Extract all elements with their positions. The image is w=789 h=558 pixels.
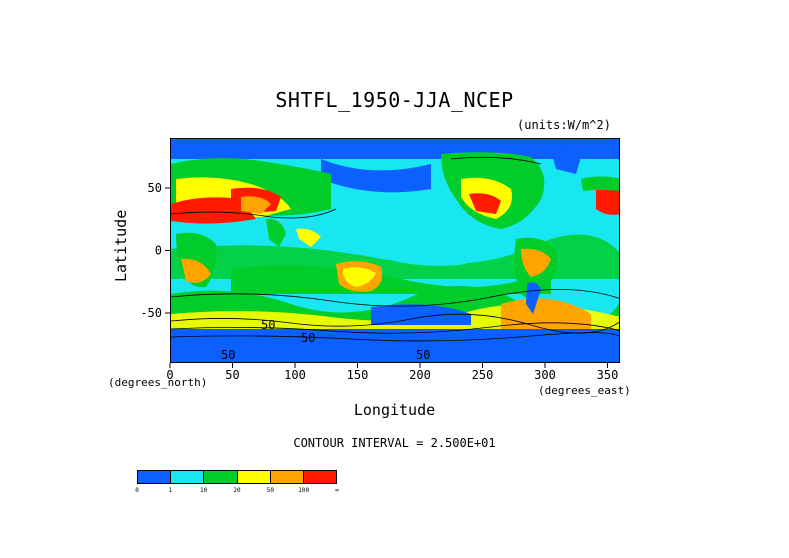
chart-title: SHTFL_1950-JJA_NCEP <box>275 88 514 112</box>
color-legend-label: 50 <box>266 487 274 494</box>
subtropical-band <box>231 265 551 294</box>
contour-label: 50 <box>416 348 430 362</box>
color-swatch <box>303 471 337 483</box>
contour-label: 50 <box>221 348 235 362</box>
contour-interval-label: CONTOUR INTERVAL = 2.500E+01 <box>293 436 496 450</box>
y-axis-title: Latitude <box>112 209 130 282</box>
color-legend-label: 10 <box>200 487 208 494</box>
x-axis-unit: (degrees_east) <box>538 384 631 397</box>
x-axis-title: Longitude <box>353 401 436 419</box>
north-pacific-cold <box>321 159 431 193</box>
y-tick-label: -50 <box>140 306 162 320</box>
x-tick-label: 250 <box>472 368 494 382</box>
color-legend-label: 1 <box>168 487 173 494</box>
contour-label: 50 <box>301 331 315 345</box>
units-label: (units:W/m^2) <box>517 118 611 132</box>
x-tick-label: 300 <box>534 368 556 382</box>
color-legend-label: 0 <box>135 487 139 494</box>
map-raster: 50 50 50 50 <box>171 139 619 362</box>
asia-orange <box>241 196 271 214</box>
southern-hot-patch <box>501 298 591 329</box>
color-swatch <box>270 471 304 483</box>
color-legend-label: 20 <box>233 487 241 494</box>
south-africa-hot <box>181 258 211 283</box>
color-legend-label: 100 <box>298 487 310 494</box>
x-tick-label: 200 <box>409 368 431 382</box>
color-legend-label: ∞ <box>335 487 339 494</box>
southern-cold-patch <box>371 304 471 325</box>
europe-hot <box>596 186 619 215</box>
heat-flux-map: 50 50 50 50 <box>170 138 620 363</box>
tick-marks <box>165 187 608 368</box>
x-tick-label: 0 <box>166 368 173 382</box>
y-tick-label: 50 <box>148 181 162 195</box>
color-swatch <box>171 471 205 483</box>
color-swatch <box>204 471 238 483</box>
antarctic-region <box>171 324 619 362</box>
x-tick-label: 150 <box>347 368 369 382</box>
europe-landmass <box>581 176 619 191</box>
x-tick-label: 350 <box>597 368 619 382</box>
australia-inner <box>343 267 376 287</box>
color-legend-bar <box>137 470 337 484</box>
color-legend-labels: 0 1 10 20 50 100 ∞ <box>135 487 339 495</box>
x-tick-label: 100 <box>284 368 306 382</box>
india-landmass <box>266 218 286 247</box>
y-tick-label: 0 <box>155 244 162 258</box>
x-tick-label: 50 <box>225 368 239 382</box>
tropical-cold-patch <box>391 244 471 266</box>
contour-label: 50 <box>261 318 275 332</box>
contour-lines <box>171 156 619 342</box>
color-swatch <box>237 471 271 483</box>
se-asia-landmass <box>296 228 321 247</box>
y-axis-unit: (degrees_north) <box>108 376 208 389</box>
south-america-hot <box>521 248 551 277</box>
north-america-hot <box>469 193 501 214</box>
greenland <box>551 149 581 174</box>
color-swatch <box>138 471 172 483</box>
